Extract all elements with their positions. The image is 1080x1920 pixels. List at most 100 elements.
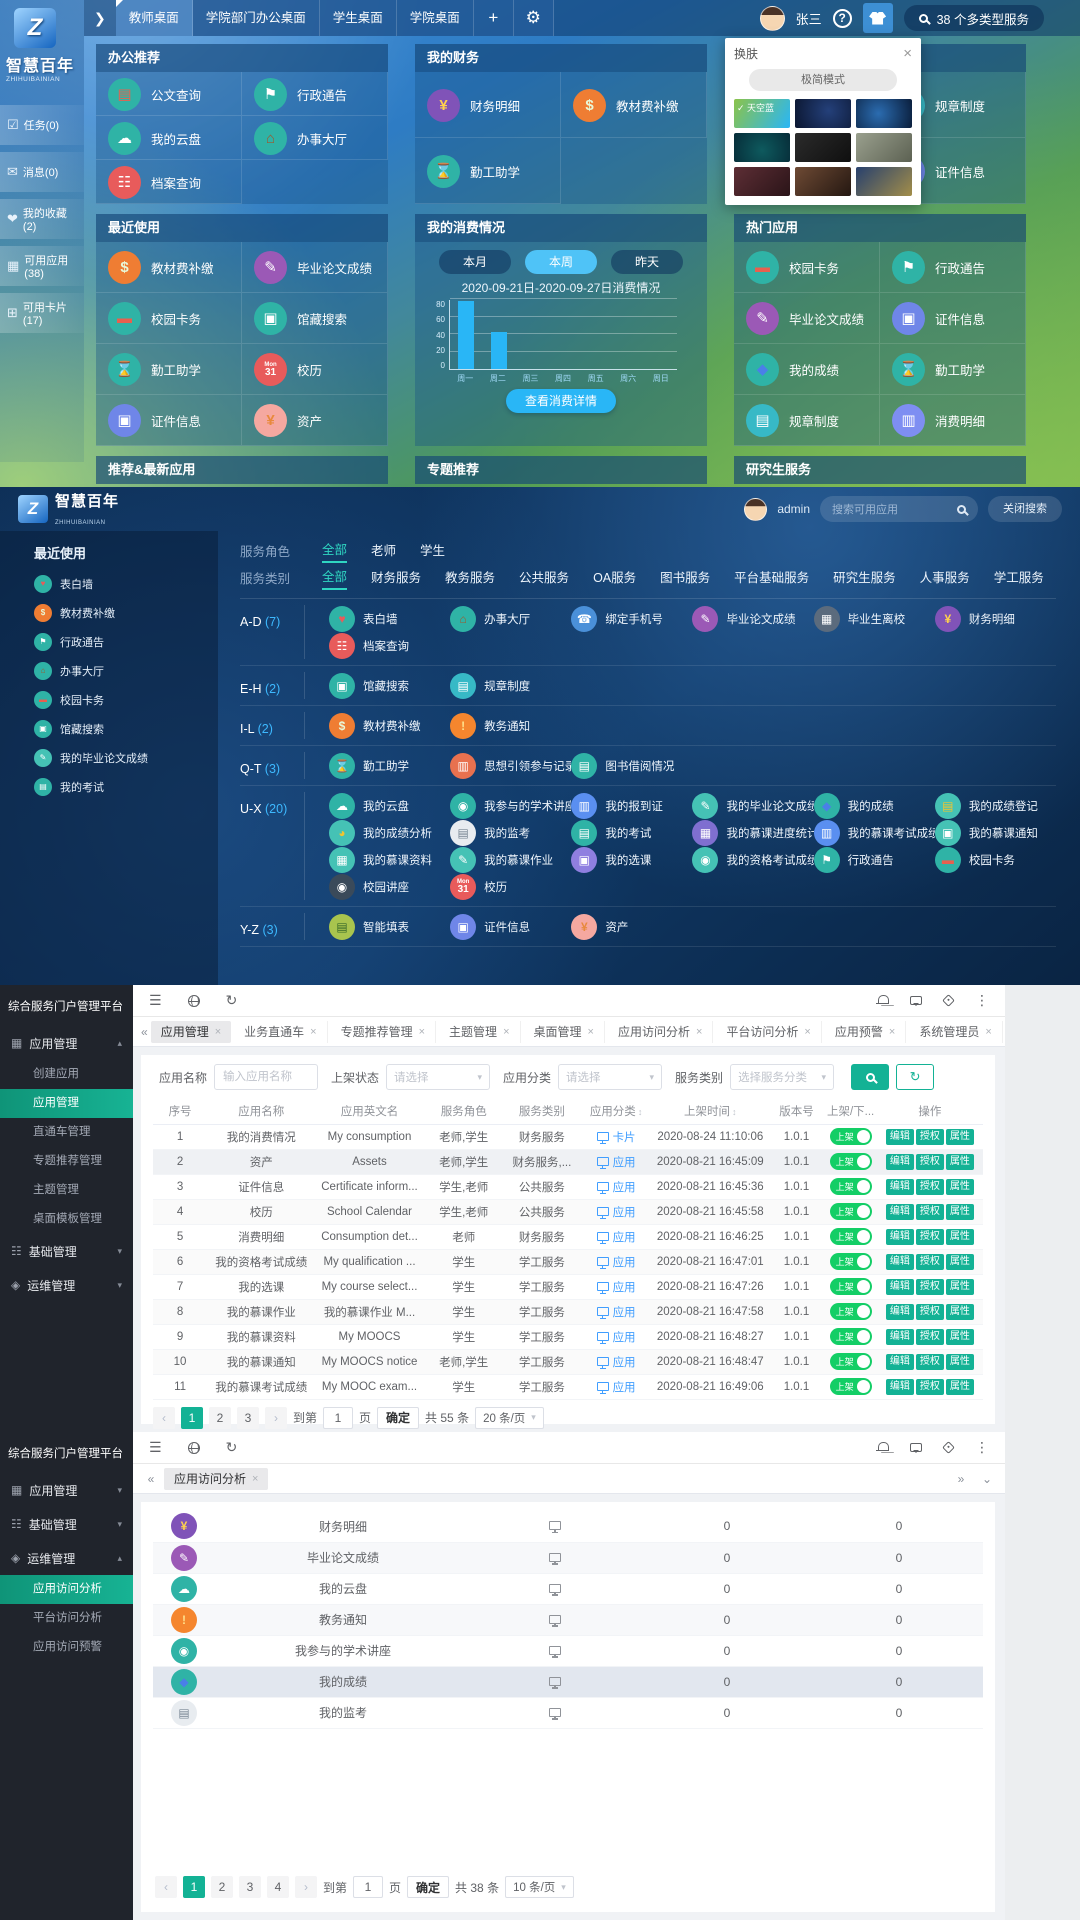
globe-icon[interactable]: [187, 994, 200, 1007]
consumption-range-tab[interactable]: 本周: [524, 250, 597, 274]
action-button-授权[interactable]: 授权: [915, 1153, 944, 1170]
prev-page-icon[interactable]: ‹: [155, 1876, 177, 1898]
filter-select-应用分类[interactable]: 请选择 ▾: [558, 1064, 663, 1090]
action-button-编辑[interactable]: 编辑: [885, 1278, 914, 1295]
close-icon[interactable]: ×: [804, 1025, 811, 1038]
page-button[interactable]: 3: [237, 1406, 259, 1429]
page-button[interactable]: 1: [183, 1876, 205, 1898]
filter-option[interactable]: 公共服务: [519, 570, 570, 585]
theme-thumbnail[interactable]: [795, 167, 851, 196]
app-tile[interactable]: ! 教务通知: [450, 712, 571, 739]
close-search-button[interactable]: 关闭搜索: [988, 496, 1062, 522]
confirm-button[interactable]: 确定: [407, 1876, 450, 1898]
menu-group-operations[interactable]: ◈ 运维管理 ▴: [0, 1541, 133, 1575]
desktop-tab[interactable]: 学生桌面: [319, 0, 397, 36]
app-tile[interactable]: ▬ 校园卡务: [934, 846, 1056, 873]
admin-tab[interactable]: 系统管理员 ×: [909, 1020, 1003, 1043]
admin-tab[interactable]: 应用访问分析 ×: [164, 1467, 269, 1490]
app-tile[interactable]: ⚑ 行政通告: [813, 846, 935, 873]
app-tile[interactable]: $ 教材费补缴: [561, 72, 707, 138]
refresh-icon[interactable]: ↻: [225, 992, 238, 1008]
table-row[interactable]: 10 我的慕课通知 My MOOCS notice 老师,学生 学工服务 应用 2020-0…: [153, 1349, 983, 1375]
admin-tab[interactable]: 业务直通车 ×: [234, 1020, 328, 1043]
app-tile[interactable]: ⌛ 勤工助学: [415, 138, 561, 204]
app-tile[interactable]: ▬ 校园卡务: [734, 242, 880, 293]
on-shelf-toggle[interactable]: 上架: [829, 1278, 872, 1295]
app-tile[interactable]: ▤ 规章制度: [450, 672, 571, 699]
app-tile[interactable]: ✎ 毕业论文成绩: [242, 242, 388, 293]
app-tile[interactable]: ▦ 我的慕课进度统计: [692, 819, 814, 846]
category-link[interactable]: 应用: [596, 1254, 636, 1270]
sidebar-item-tasks[interactable]: ☑ 任务(0): [0, 105, 84, 145]
action-button-编辑[interactable]: 编辑: [885, 1128, 914, 1145]
theme-thumbnail[interactable]: [795, 99, 851, 128]
chat-icon[interactable]: [910, 996, 922, 1006]
app-tile[interactable]: ⚑ 行政通告: [242, 72, 388, 116]
admin-tab[interactable]: 平台访问分析 ×: [716, 1020, 822, 1043]
analysis-row[interactable]: ◆ 我的成绩 0 0: [153, 1666, 983, 1698]
consumption-range-tab[interactable]: 昨天: [611, 250, 684, 274]
app-tile[interactable]: ▥ 我的报到证: [571, 792, 692, 819]
action-button-编辑[interactable]: 编辑: [885, 1253, 914, 1270]
recent-app-item[interactable]: ✎ 我的毕业论文成绩: [34, 749, 218, 767]
menu-item-平台访问分析[interactable]: 平台访问分析: [33, 1612, 102, 1624]
app-tile[interactable]: ▤ 我的考试: [571, 819, 692, 846]
bell-icon[interactable]: [876, 1442, 889, 1453]
filter-option[interactable]: 学工服务: [993, 570, 1044, 585]
menu-item-应用管理[interactable]: 应用管理: [0, 1089, 133, 1118]
next-page-icon[interactable]: ›: [295, 1876, 317, 1898]
category-link[interactable]: 应用: [596, 1329, 636, 1345]
menu-group-apps[interactable]: ▦ 应用管理 ▴: [0, 1026, 133, 1060]
app-tile[interactable]: ☷ 档案查询: [329, 632, 450, 659]
close-icon[interactable]: ×: [252, 1472, 259, 1485]
admin-tab[interactable]: 主题管理 ×: [439, 1020, 521, 1043]
filter-option[interactable]: 全部: [322, 566, 348, 590]
on-shelf-toggle[interactable]: 上架: [829, 1203, 872, 1220]
sidebar-item-messages[interactable]: ✉ 消息(0): [0, 152, 84, 192]
app-tile[interactable]: ☁ 我的云盘: [96, 116, 242, 160]
filter-option[interactable]: 老师: [371, 543, 397, 558]
app-tile[interactable]: ☎ 绑定手机号: [571, 605, 692, 632]
chat-icon[interactable]: [910, 1443, 922, 1453]
desktop-tab[interactable]: 学院桌面: [396, 0, 474, 36]
menu-group-operations[interactable]: ◈ 运维管理 ▾: [0, 1268, 133, 1302]
action-button-属性[interactable]: 属性: [945, 1278, 974, 1295]
menu-item-桌面模板管理[interactable]: 桌面模板管理: [33, 1213, 102, 1225]
app-tile[interactable]: ⌂ 办事大厅: [450, 605, 571, 632]
menu-item-创建应用[interactable]: 创建应用: [33, 1068, 79, 1080]
service-search[interactable]: 38 个多类型服务: [903, 5, 1044, 31]
app-tile[interactable]: ◕ 我的成绩分析: [329, 819, 450, 846]
app-tile[interactable]: $ 教材费补缴: [329, 712, 450, 739]
menu-group-apps[interactable]: ▦ 应用管理 ▾: [0, 1473, 133, 1507]
close-icon[interactable]: ×: [587, 1025, 594, 1038]
action-button-编辑[interactable]: 编辑: [885, 1303, 914, 1320]
minimal-mode-button[interactable]: 极简模式: [749, 69, 897, 91]
recent-app-item[interactable]: ▤ 我的考试: [34, 778, 218, 796]
filter-option[interactable]: 人事服务: [919, 570, 970, 585]
filter-input-应用名称[interactable]: [214, 1064, 319, 1090]
app-tile[interactable]: ¥ 财务明细: [415, 72, 561, 138]
action-button-授权[interactable]: 授权: [915, 1128, 944, 1145]
action-button-授权[interactable]: 授权: [915, 1303, 944, 1320]
menu-group-base-settings[interactable]: ☷ 基础管理 ▾: [0, 1234, 133, 1268]
analysis-row[interactable]: ! 教务通知 0 0: [153, 1604, 983, 1636]
theme-thumbnail[interactable]: [856, 167, 912, 196]
table-row[interactable]: 8 我的慕课作业 我的慕课作业 M... 学生 学工服务 应用 2020-08-21 16:…: [153, 1299, 983, 1325]
app-tile[interactable]: ▣ 我的慕课通知: [934, 819, 1056, 846]
on-shelf-toggle[interactable]: 上架: [829, 1303, 872, 1320]
refresh-button[interactable]: ↻: [896, 1064, 935, 1090]
app-tile[interactable]: ▤ 智能填表: [329, 913, 450, 940]
action-button-属性[interactable]: 属性: [945, 1253, 974, 1270]
close-icon[interactable]: ×: [985, 1025, 992, 1038]
admin-tab[interactable]: 桌面管理 ×: [524, 1020, 605, 1043]
app-tile[interactable]: ▦ 我的慕课资料: [329, 846, 450, 873]
table-row[interactable]: 9 我的慕课资料 My MOOCS 学生 学工服务 应用 2020-08-21 16:48:…: [153, 1324, 983, 1350]
action-button-属性[interactable]: 属性: [945, 1353, 974, 1370]
app-tile[interactable]: ⚑ 行政通告: [880, 242, 1026, 293]
more-dots-icon[interactable]: ⋮: [975, 992, 989, 1008]
page-button[interactable]: 3: [239, 1876, 261, 1898]
on-shelf-toggle[interactable]: 上架: [829, 1228, 872, 1245]
app-tile[interactable]: ✎ 毕业论文成绩: [734, 293, 880, 344]
app-tile[interactable]: ▣ 证件信息: [880, 293, 1026, 344]
app-tile[interactable]: ▤ 图书借阅情况: [571, 752, 692, 779]
